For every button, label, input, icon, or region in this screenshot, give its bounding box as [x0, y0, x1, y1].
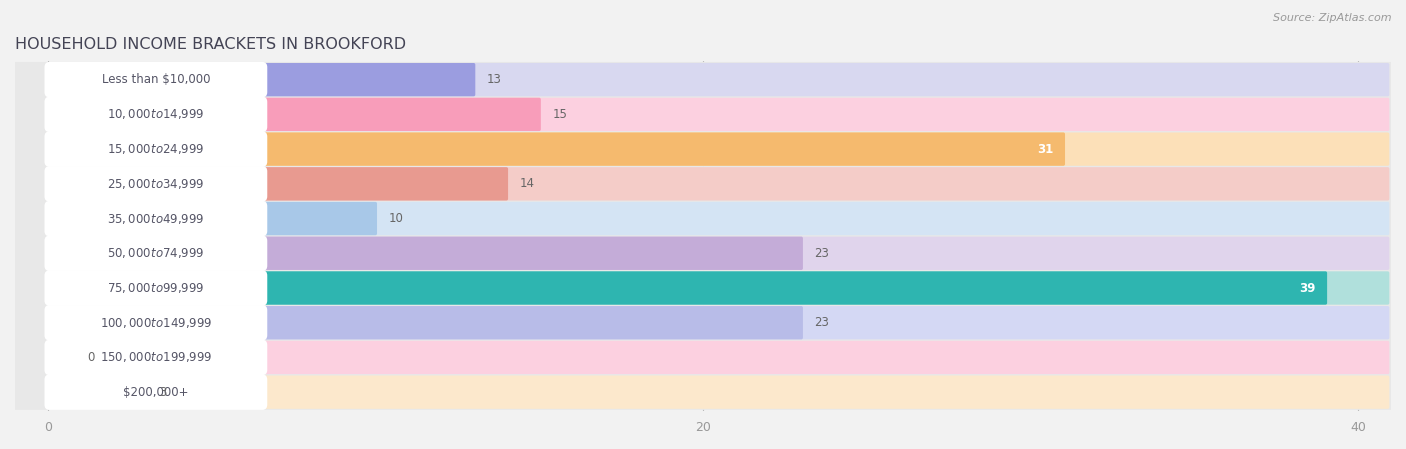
Text: 31: 31 [1038, 143, 1053, 156]
FancyBboxPatch shape [14, 270, 1392, 306]
FancyBboxPatch shape [14, 132, 1392, 167]
FancyBboxPatch shape [46, 341, 1389, 374]
Text: $150,000 to $199,999: $150,000 to $199,999 [100, 351, 212, 365]
Text: 15: 15 [553, 108, 567, 121]
FancyBboxPatch shape [14, 97, 1392, 132]
FancyBboxPatch shape [46, 132, 1389, 166]
FancyBboxPatch shape [14, 374, 1392, 410]
Text: $10,000 to $14,999: $10,000 to $14,999 [107, 107, 205, 121]
FancyBboxPatch shape [46, 202, 1389, 235]
Text: 23: 23 [814, 316, 830, 329]
FancyBboxPatch shape [45, 374, 267, 410]
FancyBboxPatch shape [14, 201, 1392, 236]
Text: 13: 13 [486, 73, 502, 86]
FancyBboxPatch shape [46, 341, 59, 374]
FancyBboxPatch shape [46, 98, 541, 131]
Text: 10: 10 [388, 212, 404, 225]
Text: $50,000 to $74,999: $50,000 to $74,999 [107, 247, 205, 260]
FancyBboxPatch shape [46, 306, 1389, 339]
Text: 3: 3 [159, 386, 166, 399]
FancyBboxPatch shape [46, 98, 1389, 131]
FancyBboxPatch shape [14, 340, 1392, 375]
FancyBboxPatch shape [46, 375, 148, 409]
FancyBboxPatch shape [14, 305, 1392, 340]
Text: HOUSEHOLD INCOME BRACKETS IN BROOKFORD: HOUSEHOLD INCOME BRACKETS IN BROOKFORD [15, 37, 406, 53]
FancyBboxPatch shape [14, 62, 1392, 97]
FancyBboxPatch shape [45, 236, 267, 271]
Text: 39: 39 [1299, 282, 1316, 295]
Text: $15,000 to $24,999: $15,000 to $24,999 [107, 142, 205, 156]
Text: 23: 23 [814, 247, 830, 260]
FancyBboxPatch shape [46, 375, 1389, 409]
FancyBboxPatch shape [45, 305, 267, 340]
FancyBboxPatch shape [46, 306, 803, 339]
FancyBboxPatch shape [46, 167, 1389, 201]
FancyBboxPatch shape [14, 236, 1392, 271]
FancyBboxPatch shape [45, 201, 267, 236]
Text: Source: ZipAtlas.com: Source: ZipAtlas.com [1274, 13, 1392, 23]
Text: Less than $10,000: Less than $10,000 [101, 73, 209, 86]
FancyBboxPatch shape [46, 202, 377, 235]
Text: $200,000+: $200,000+ [124, 386, 188, 399]
FancyBboxPatch shape [46, 167, 508, 201]
FancyBboxPatch shape [45, 340, 267, 375]
Text: 0: 0 [87, 351, 94, 364]
FancyBboxPatch shape [46, 237, 1389, 270]
Text: $100,000 to $149,999: $100,000 to $149,999 [100, 316, 212, 330]
FancyBboxPatch shape [45, 62, 267, 97]
FancyBboxPatch shape [46, 132, 1064, 166]
Text: 14: 14 [520, 177, 534, 190]
FancyBboxPatch shape [45, 132, 267, 167]
Text: $25,000 to $34,999: $25,000 to $34,999 [107, 177, 205, 191]
FancyBboxPatch shape [45, 166, 267, 202]
FancyBboxPatch shape [46, 63, 1389, 97]
FancyBboxPatch shape [46, 271, 1389, 305]
FancyBboxPatch shape [46, 237, 803, 270]
FancyBboxPatch shape [45, 270, 267, 306]
FancyBboxPatch shape [46, 63, 475, 97]
Text: $75,000 to $99,999: $75,000 to $99,999 [107, 281, 205, 295]
Text: $35,000 to $49,999: $35,000 to $49,999 [107, 211, 205, 225]
FancyBboxPatch shape [46, 271, 1327, 305]
FancyBboxPatch shape [14, 166, 1392, 202]
FancyBboxPatch shape [45, 97, 267, 132]
